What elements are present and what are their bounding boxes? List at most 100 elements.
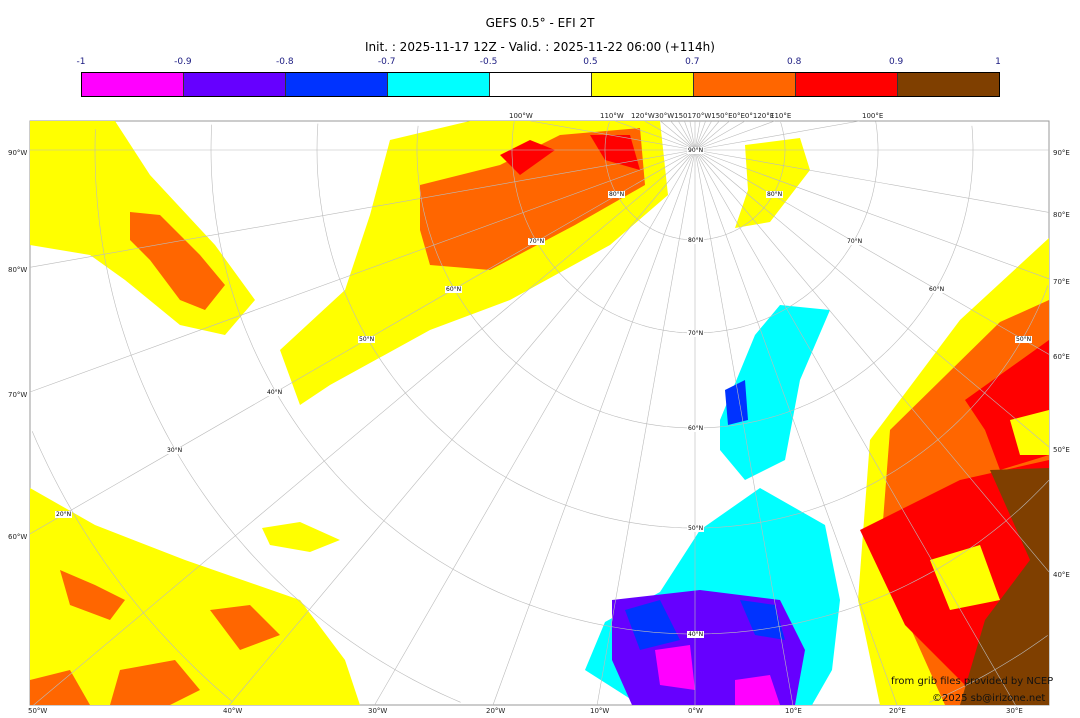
axis-label-bottom: 10°W [590, 707, 610, 715]
latitude-label: 60°N [688, 425, 703, 432]
meridian [694, 149, 1050, 448]
meridian [660, 120, 696, 151]
map-title: GEFS 0.5° - EFI 2T [485, 16, 595, 30]
latitude-labels: 90°N 80°N 80°N 70°N 80°N 70°N 60°N 60°N 70°N 50°N… [55, 147, 1032, 638]
meridian [694, 149, 1050, 280]
latitude-label: 40°N [688, 631, 703, 638]
meridian [596, 149, 696, 706]
meridian [694, 149, 1016, 706]
meridian [689, 120, 696, 151]
meridian [694, 120, 712, 151]
meridian [670, 120, 696, 151]
latitude-label: 30°N [167, 447, 182, 454]
colorbar-swatch [286, 73, 388, 96]
axis-label-bottom: 10°E [785, 707, 802, 715]
colorbar-swatch [82, 73, 184, 96]
meridian [678, 120, 696, 151]
latitude-label: 80°N [609, 191, 624, 198]
parallel [94, 129, 1048, 703]
parallel [316, 123, 1049, 529]
meridian [694, 149, 1050, 213]
colorbar-label: -0.8 [275, 57, 294, 67]
meridian [694, 120, 746, 151]
meridian [694, 120, 860, 151]
copyright: ©2025 sb@irizone.net [932, 693, 1046, 704]
meridian [29, 149, 696, 268]
colorbar-swatch [184, 73, 286, 96]
latitude-label: 50°N [688, 525, 703, 532]
colorbar [81, 72, 1000, 97]
axis-label-top: 110°E [770, 112, 792, 120]
axis-label-bottom: 40°W [223, 707, 243, 715]
colorbar-label: -0.7 [377, 57, 396, 67]
axis-label-left: 60°W [8, 533, 28, 541]
source-credit: from grib files provided by NCEP [891, 676, 1054, 687]
meridian [374, 149, 696, 706]
colorbar-label: -1 [76, 57, 86, 67]
map-subtitle: Init. : 2025-11-17 12Z - Valid. : 2025-1… [365, 40, 715, 54]
graticule [29, 120, 1050, 706]
meridian [644, 120, 696, 151]
axis-label-right: 40°E [1053, 571, 1070, 579]
latitude-label: 70°N [847, 238, 862, 245]
latitude-label: 60°N [446, 286, 461, 293]
colorbar-label: 0.8 [787, 57, 802, 67]
axis-label-top: 120°W30°W150170°W150°E0°E0°120°E [631, 112, 775, 120]
meridian [530, 120, 696, 151]
axis-label-left: 80°W [8, 266, 28, 274]
axis-label-bottom: 20°W [486, 707, 506, 715]
colorbar-swatch [796, 73, 898, 96]
meridian [694, 120, 701, 151]
meridian [694, 120, 706, 151]
axis-label-right: 80°E [1053, 211, 1070, 219]
axis-label-right: 90°E [1053, 149, 1070, 157]
parallel [511, 121, 879, 334]
axis-label-bottom: 30°E [1006, 707, 1023, 715]
efi-field [30, 121, 1049, 705]
parallel [416, 125, 974, 429]
latitude-label: 70°N [529, 238, 544, 245]
axis-label-top: 110°W [600, 112, 624, 120]
axis-label-right: 50°E [1053, 446, 1070, 454]
axis-label-right: 60°E [1053, 353, 1070, 361]
meridian [694, 120, 730, 151]
latitude-label: 20°N [56, 511, 71, 518]
parallel [31, 431, 233, 702]
axis-label-bottom: 50°W [28, 707, 48, 715]
colorbar-swatch [388, 73, 490, 96]
axis-label-top: 100°W [509, 112, 533, 120]
colorbar-swatch [694, 73, 796, 96]
latitude-label: 80°N [767, 191, 782, 198]
meridian [694, 149, 1050, 573]
latitude-label: 50°N [1016, 336, 1031, 343]
latitude-label: 90°N [688, 147, 703, 154]
axis-label-left: 70°W [8, 391, 28, 399]
latitude-label: 40°N [267, 389, 282, 396]
axis-label-bottom: 30°W [368, 707, 388, 715]
colorbar-label: 1 [995, 57, 1001, 67]
meridian [229, 149, 696, 706]
colorbar-label: -0.9 [174, 57, 192, 67]
colorbar-swatch [898, 73, 999, 96]
meridian [694, 149, 794, 706]
meridian [33, 149, 696, 706]
parallel [210, 124, 1050, 635]
meridian [694, 120, 775, 151]
axis-label-left: 90°W [8, 149, 28, 157]
meridian [29, 149, 696, 393]
axis-label-bottom: 0°W [688, 707, 703, 715]
latitude-label: 70°N [688, 330, 703, 337]
meridian [694, 149, 898, 706]
meridian [615, 120, 696, 151]
latitude-label: 60°N [929, 286, 944, 293]
meridian [694, 149, 1050, 355]
colorbar-label: 0.5 [583, 57, 598, 67]
colorbar-label: -0.5 [479, 57, 498, 67]
meridian [492, 149, 696, 706]
meridian [694, 120, 720, 151]
axis-label-top: 100°E [862, 112, 884, 120]
colorbar-swatch [490, 73, 592, 96]
colorbar-label: 0.9 [888, 57, 904, 67]
latitude-label: 50°N [359, 336, 374, 343]
